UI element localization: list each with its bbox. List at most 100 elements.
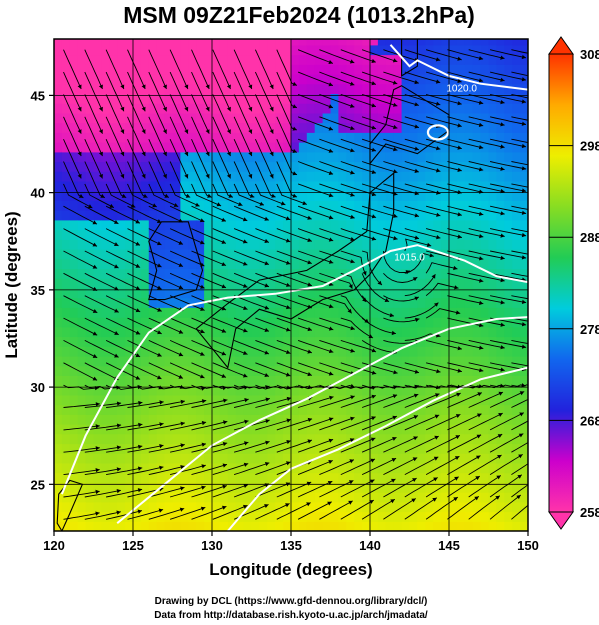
streamline-arrow: [370, 479, 375, 484]
streamline-arrow: [159, 422, 164, 427]
streamline-arrow: [479, 234, 484, 239]
streamline-arrow: [371, 348, 376, 353]
streamline: [319, 161, 355, 175]
colorbar: 258 268 278 288 298 308: [548, 36, 599, 530]
streamline-arrow: [307, 327, 312, 332]
streamline: [425, 138, 462, 150]
streamline-arrow: [228, 193, 233, 198]
streamline: [404, 435, 439, 453]
x-tick-label: 140: [359, 538, 381, 553]
streamline-arrow: [392, 415, 397, 420]
streamline-arrow: [222, 505, 227, 510]
streamline: [511, 138, 528, 143]
streamline-arrow: [327, 501, 332, 506]
streamline: [489, 49, 527, 59]
streamline: [191, 362, 227, 378]
streamline: [169, 250, 205, 267]
streamline: [191, 485, 227, 498]
streamline: [319, 417, 355, 431]
streamline: [276, 161, 298, 198]
streamline: [319, 250, 355, 263]
streamline-arrow: [500, 255, 505, 260]
streamline-arrow: [223, 420, 228, 425]
streamline: [319, 339, 355, 353]
streamline-arrow: [92, 376, 98, 381]
streamline-arrow: [349, 459, 354, 464]
streamline: [276, 339, 313, 354]
streamline-arrow: [178, 329, 184, 334]
streamline-arrow: [413, 436, 418, 441]
streamline-arrow: [114, 220, 119, 224]
streamline-arrow: [226, 173, 231, 179]
streamline-arrow: [541, 391, 546, 395]
streamline-arrow: [180, 399, 185, 404]
streamline-arrow: [476, 455, 481, 460]
streamline: [276, 139, 298, 176]
y-tick-label: 25: [31, 477, 45, 492]
streamline-arrow: [200, 329, 205, 334]
streamline: [255, 440, 291, 453]
streamline-arrow: [92, 242, 97, 247]
streamline-arrow: [226, 129, 231, 134]
streamline: [212, 116, 231, 157]
streamline-arrow: [178, 374, 183, 379]
streamline-arrow: [348, 480, 354, 485]
streamline: [276, 250, 312, 264]
streamline: [468, 250, 505, 260]
streamline: [276, 439, 313, 453]
streamline: [233, 295, 270, 310]
streamline: [169, 71, 189, 112]
streamline: [233, 228, 270, 243]
streamline-arrow: [173, 203, 179, 207]
streamline-arrow: [100, 193, 105, 198]
streamline: [105, 94, 125, 134]
streamline: [511, 116, 528, 121]
streamline: [447, 250, 484, 260]
streamline: [276, 116, 298, 153]
streamline: [191, 339, 227, 356]
streamline-arrow: [200, 284, 205, 289]
streamline-arrow: [537, 494, 542, 498]
streamline: [361, 317, 396, 335]
streamline-arrow: [500, 166, 505, 171]
streamline-arrow: [307, 215, 312, 220]
streamline-arrow: [328, 104, 333, 109]
streamline-arrow: [521, 188, 527, 193]
streamline-arrow: [157, 330, 162, 335]
streamline: [191, 317, 227, 333]
streamline: [297, 49, 334, 64]
streamline-arrow: [538, 474, 543, 478]
streamline-arrow: [479, 323, 484, 328]
streamline: [319, 93, 355, 108]
streamline-arrow: [114, 286, 119, 291]
streamline: [511, 384, 528, 388]
streamline: [511, 295, 528, 300]
streamline: [148, 94, 167, 134]
streamline-arrow: [200, 374, 205, 379]
streamline-arrow: [243, 484, 248, 488]
streamline-arrow: [391, 458, 397, 462]
streamline: [169, 94, 189, 134]
streamline-arrow: [114, 308, 119, 313]
streamline-arrow: [199, 218, 205, 223]
streamline-arrow: [455, 414, 461, 418]
streamline-arrow: [435, 393, 440, 398]
streamline-arrow: [178, 240, 183, 245]
streamline: [63, 340, 98, 359]
streamline: [169, 464, 206, 476]
streamline: [191, 421, 228, 431]
streamline: [127, 49, 146, 90]
streamline: [63, 94, 82, 134]
streamline-arrow: [158, 508, 164, 513]
streamline-arrow: [135, 286, 141, 290]
streamline-arrow: [543, 299, 547, 303]
streamline-arrow: [454, 476, 459, 481]
streamline: [127, 444, 164, 453]
streamline-arrow: [456, 392, 461, 397]
streamline-arrow: [121, 193, 127, 198]
streamline-arrow: [414, 146, 419, 151]
colorbar-tick-label: 278: [580, 322, 599, 337]
streamline-arrow: [479, 368, 484, 373]
streamline-arrow: [479, 256, 484, 261]
streamline: [127, 466, 164, 476]
